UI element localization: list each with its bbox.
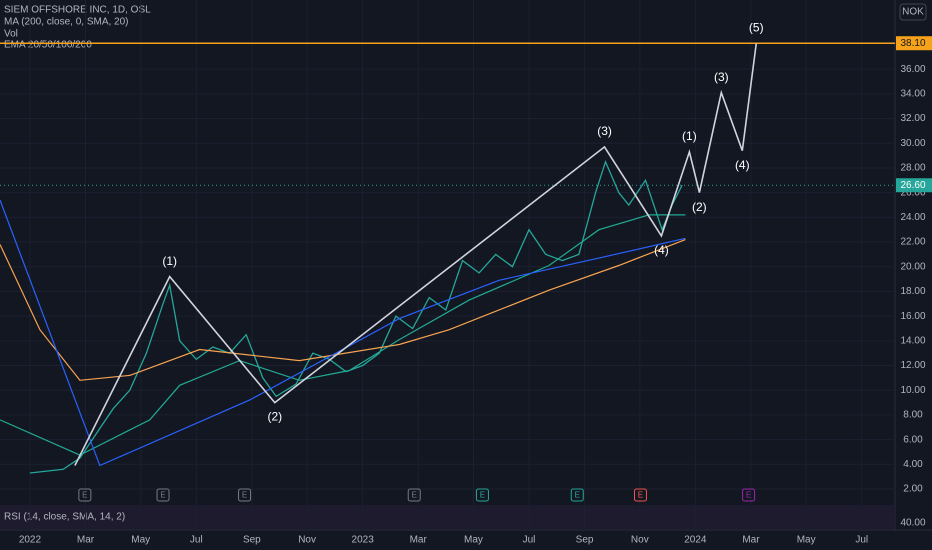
indicator: MA (200, close, 0, SMA, 20) — [4, 17, 129, 28]
event-marker — [475, 488, 489, 502]
y-tick-label: 30.00 — [900, 138, 925, 149]
x-tick-label: Mar — [742, 535, 760, 546]
rsi-tick-label: 40.00 — [900, 518, 925, 529]
event-label: E — [412, 491, 417, 500]
event-label: E — [746, 491, 751, 500]
price-line — [0, 199, 686, 467]
wave-label: (1) — [682, 129, 697, 143]
last-price-tag — [896, 178, 932, 193]
chart-title: SIEM OFFSHORE INC, 1D, OSL — [4, 5, 151, 16]
x-tick-label: 2023 — [352, 535, 375, 546]
y-tick-label: 28.00 — [900, 163, 925, 174]
x-tick-label: Nov — [298, 535, 316, 546]
x-tick-label: May — [131, 535, 150, 546]
y-tick-label: 16.00 — [900, 311, 925, 322]
x-tick-label: Sep — [243, 535, 261, 546]
y-tick-label: 20.00 — [900, 261, 925, 272]
x-tick-label: Nov — [631, 535, 649, 546]
wave-path — [74, 43, 758, 466]
event-marker — [156, 488, 170, 502]
wave-label: (1) — [162, 254, 177, 268]
currency-box[interactable] — [899, 3, 927, 21]
event-label: E — [480, 491, 485, 500]
event-marker — [570, 488, 584, 502]
event-label: E — [160, 491, 165, 500]
x-tick-label: Sep — [576, 535, 594, 546]
wave-label: (3) — [714, 70, 729, 84]
x-tick-label: 2024 — [684, 535, 707, 546]
x-tick-label: Mar — [77, 535, 95, 546]
y-tick-label: 4.00 — [903, 459, 923, 470]
rsi-pane — [0, 505, 895, 529]
y-tick-label: 34.00 — [900, 88, 925, 99]
indicator: Vol — [4, 29, 18, 40]
wave-label: (2) — [692, 200, 707, 214]
wave-label: (4) — [735, 158, 750, 172]
event-marker — [238, 488, 252, 502]
event-marker — [742, 488, 756, 502]
event-marker — [633, 488, 647, 502]
y-tick-label: 12.00 — [900, 360, 925, 371]
y-tick-label: 10.00 — [900, 385, 925, 396]
y-tick-label: 6.00 — [903, 434, 923, 445]
event-label: E — [82, 491, 87, 500]
x-tick-label: May — [464, 535, 483, 546]
y-tick-label: 18.00 — [900, 286, 925, 297]
event-label: E — [638, 491, 643, 500]
last-price-label: 26.60 — [900, 180, 925, 191]
x-tick-label: May — [797, 535, 816, 546]
wave-label: (5) — [749, 20, 764, 34]
event-marker — [407, 488, 421, 502]
wave-label: (3) — [597, 124, 612, 138]
y-tick-label: 36.00 — [900, 64, 925, 75]
indicator: EMA 20/50/100/200 — [4, 40, 92, 51]
x-tick-label: Jul — [523, 535, 536, 546]
price-line — [29, 159, 683, 474]
currency: NOK — [902, 7, 924, 18]
event-label: E — [242, 491, 247, 500]
target-label: 38.10 — [900, 38, 925, 49]
x-tick-label: 2022 — [19, 535, 42, 546]
y-tick-label: 2.00 — [903, 484, 923, 495]
event-label: E — [575, 491, 580, 500]
y-tick-label: 22.00 — [900, 237, 925, 248]
target-tag — [896, 36, 932, 51]
y-tick-label: 24.00 — [900, 212, 925, 223]
x-tick-label: Jul — [855, 535, 868, 546]
y-tick-label: 8.00 — [903, 410, 923, 421]
wave-label: (2) — [267, 410, 282, 424]
x-tick-label: Jul — [190, 535, 203, 546]
rsi-label: RSI (14, close, SMA, 14, 2) — [4, 512, 125, 523]
y-tick-label: 14.00 — [900, 335, 925, 346]
price-line — [0, 214, 686, 456]
price-line — [0, 239, 686, 381]
wave-label: (4) — [654, 243, 669, 257]
x-tick-label: Mar — [410, 535, 428, 546]
y-tick-label: 32.00 — [900, 113, 925, 124]
y-tick-label: 26.00 — [900, 187, 925, 198]
event-marker — [78, 488, 92, 502]
